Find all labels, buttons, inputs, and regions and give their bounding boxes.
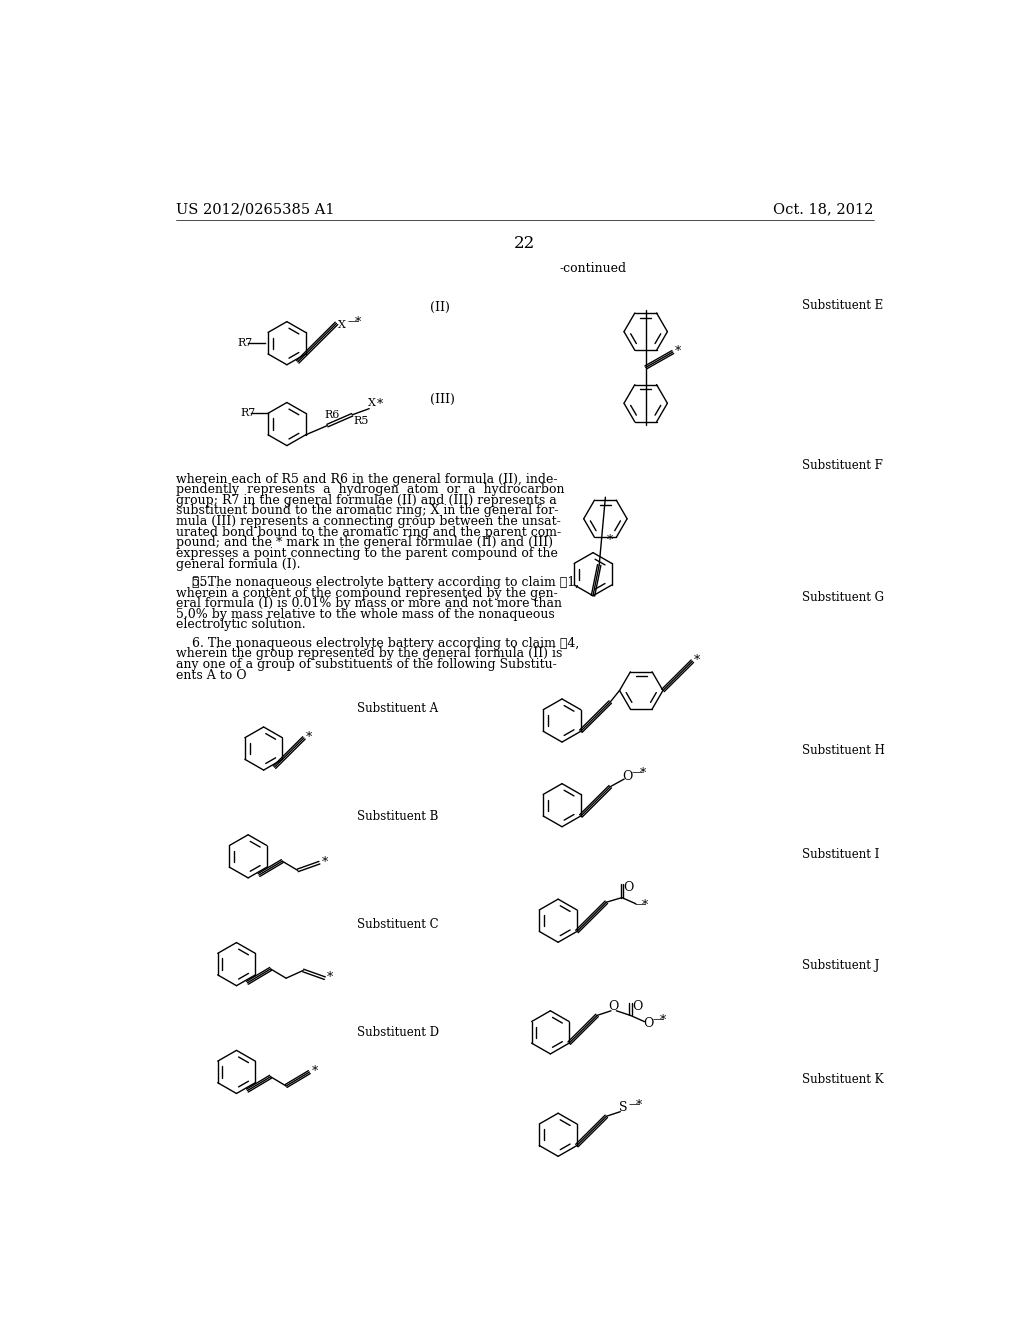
Text: —: — <box>628 1100 639 1109</box>
Text: *: * <box>355 315 361 329</box>
Text: *: * <box>322 855 328 869</box>
Text: Substituent F: Substituent F <box>802 459 883 471</box>
Text: 22: 22 <box>514 235 536 252</box>
Text: Substituent A: Substituent A <box>356 702 437 715</box>
Text: X: X <box>338 321 346 330</box>
Text: —: — <box>347 315 358 326</box>
Text: urated bond bound to the aromatic ring and the parent com-: urated bond bound to the aromatic ring a… <box>176 525 561 539</box>
Text: (II): (II) <box>430 301 451 314</box>
Text: Substituent B: Substituent B <box>356 810 438 824</box>
Text: O: O <box>624 880 634 894</box>
Text: US 2012/0265385 A1: US 2012/0265385 A1 <box>176 202 335 216</box>
Text: 5.0% by mass relative to the whole mass of the nonaqueous: 5.0% by mass relative to the whole mass … <box>176 607 555 620</box>
Text: *: * <box>642 899 648 912</box>
Text: eral formula (I) is 0.01% by mass or more and not more than: eral formula (I) is 0.01% by mass or mor… <box>176 597 562 610</box>
Text: (III): (III) <box>430 393 455 407</box>
Text: R7: R7 <box>241 408 255 418</box>
Text: —: — <box>634 899 645 909</box>
Text: group; R7 in the general formulae (II) and (III) represents a: group; R7 in the general formulae (II) a… <box>176 494 557 507</box>
Text: substituent bound to the aromatic ring; X in the general for-: substituent bound to the aromatic ring; … <box>176 504 558 517</box>
Text: *: * <box>305 731 311 744</box>
Text: *: * <box>640 767 646 780</box>
Text: Substituent E: Substituent E <box>802 298 884 312</box>
Text: 5.: 5. <box>176 576 215 589</box>
Text: 5. The nonaqueous electrolyte battery according to claim 1,: 5. The nonaqueous electrolyte battery ac… <box>176 576 580 589</box>
Text: R6: R6 <box>325 411 340 420</box>
Text: mula (III) represents a connecting group between the unsat-: mula (III) represents a connecting group… <box>176 515 561 528</box>
Text: ents A to O: ents A to O <box>176 669 247 681</box>
Text: *: * <box>377 397 383 411</box>
Text: *: * <box>636 1100 642 1113</box>
Text: *: * <box>311 1065 317 1078</box>
Text: wherein each of R5 and R6 in the general formula (II), inde-: wherein each of R5 and R6 in the general… <box>176 473 557 486</box>
Text: —: — <box>632 767 643 777</box>
Text: *: * <box>607 535 613 548</box>
Text: O: O <box>623 770 633 783</box>
Text: O: O <box>632 1001 642 1012</box>
Text: —: — <box>652 1014 664 1024</box>
Text: 6. The nonaqueous electrolyte battery according to claim 4,: 6. The nonaqueous electrolyte battery ac… <box>176 636 580 649</box>
Text: expresses a point connecting to the parent compound of the: expresses a point connecting to the pare… <box>176 546 558 560</box>
Text: pendently  represents  a  hydrogen  atom  or  a  hydrocarbon: pendently represents a hydrogen atom or … <box>176 483 564 496</box>
Text: O: O <box>643 1016 653 1030</box>
Text: *: * <box>659 1014 666 1027</box>
Text: Substituent C: Substituent C <box>356 917 438 931</box>
Text: any one of a group of substituents of the following Substitu-: any one of a group of substituents of th… <box>176 657 557 671</box>
Text: Substituent D: Substituent D <box>356 1026 438 1039</box>
Text: Oct. 18, 2012: Oct. 18, 2012 <box>773 202 873 216</box>
Text: wherein the group represented by the general formula (II) is: wherein the group represented by the gen… <box>176 647 562 660</box>
Text: R7: R7 <box>238 338 253 347</box>
Text: S: S <box>618 1101 628 1114</box>
Text: O: O <box>608 1001 620 1012</box>
Text: X: X <box>368 397 376 408</box>
Text: -continued: -continued <box>559 263 627 276</box>
Text: Substituent H: Substituent H <box>802 743 885 756</box>
Text: *: * <box>675 345 681 358</box>
Text: wherein a content of the compound represented by the gen-: wherein a content of the compound repres… <box>176 586 558 599</box>
Text: electrolytic solution.: electrolytic solution. <box>176 618 306 631</box>
Text: general formula (I).: general formula (I). <box>176 557 301 570</box>
Text: Substituent J: Substituent J <box>802 960 880 973</box>
Text: *: * <box>694 655 700 668</box>
Text: Substituent K: Substituent K <box>802 1073 884 1086</box>
Text: Substituent I: Substituent I <box>802 847 880 861</box>
Text: pound; and the * mark in the general formulae (II) and (III): pound; and the * mark in the general for… <box>176 536 553 549</box>
Text: Substituent G: Substituent G <box>802 591 885 605</box>
Text: R5: R5 <box>353 416 369 426</box>
Text: *: * <box>328 972 334 985</box>
